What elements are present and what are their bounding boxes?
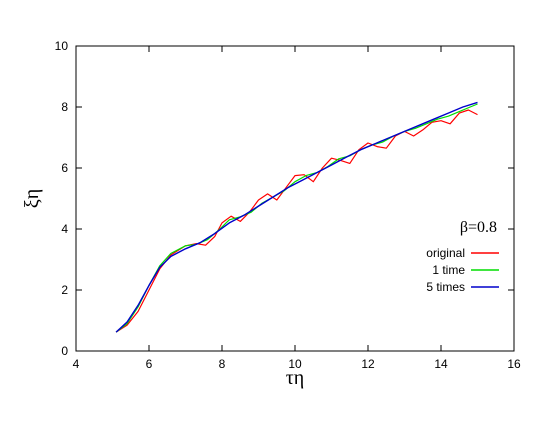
- x-axis-label: τη: [286, 367, 305, 389]
- x-tick-label: 16: [507, 357, 521, 371]
- x-tick-label: 12: [361, 357, 375, 371]
- beta-annotation: β=0.8: [460, 219, 497, 236]
- series-line-1-time: [115, 103, 478, 333]
- y-tick-label: 4: [61, 222, 68, 236]
- y-tick-label: 0: [61, 344, 68, 358]
- y-tick-label: 2: [61, 283, 68, 297]
- y-tick-label: 6: [61, 161, 68, 175]
- y-tick-label: 8: [61, 100, 68, 114]
- x-tick-label: 6: [146, 357, 153, 371]
- x-tick-label: 10: [288, 357, 302, 371]
- legend-label: original: [426, 246, 465, 260]
- x-tick-label: 14: [434, 357, 448, 371]
- y-tick-label: 10: [55, 39, 69, 53]
- x-tick-label: 8: [219, 357, 226, 371]
- series-line-5-times: [115, 101, 478, 333]
- series-line-original: [115, 109, 478, 333]
- axis-ticks: 4 6 8 10 12 14 16 0 2 4 6 8 10: [55, 39, 521, 371]
- x-tick-label: 4: [73, 357, 80, 371]
- y-axis-label: ξη: [21, 189, 43, 208]
- legend-label: 5 times: [426, 280, 465, 294]
- legend: original 1 time 5 times: [426, 246, 499, 294]
- series-lines: [115, 101, 478, 333]
- legend-label: 1 time: [432, 263, 465, 277]
